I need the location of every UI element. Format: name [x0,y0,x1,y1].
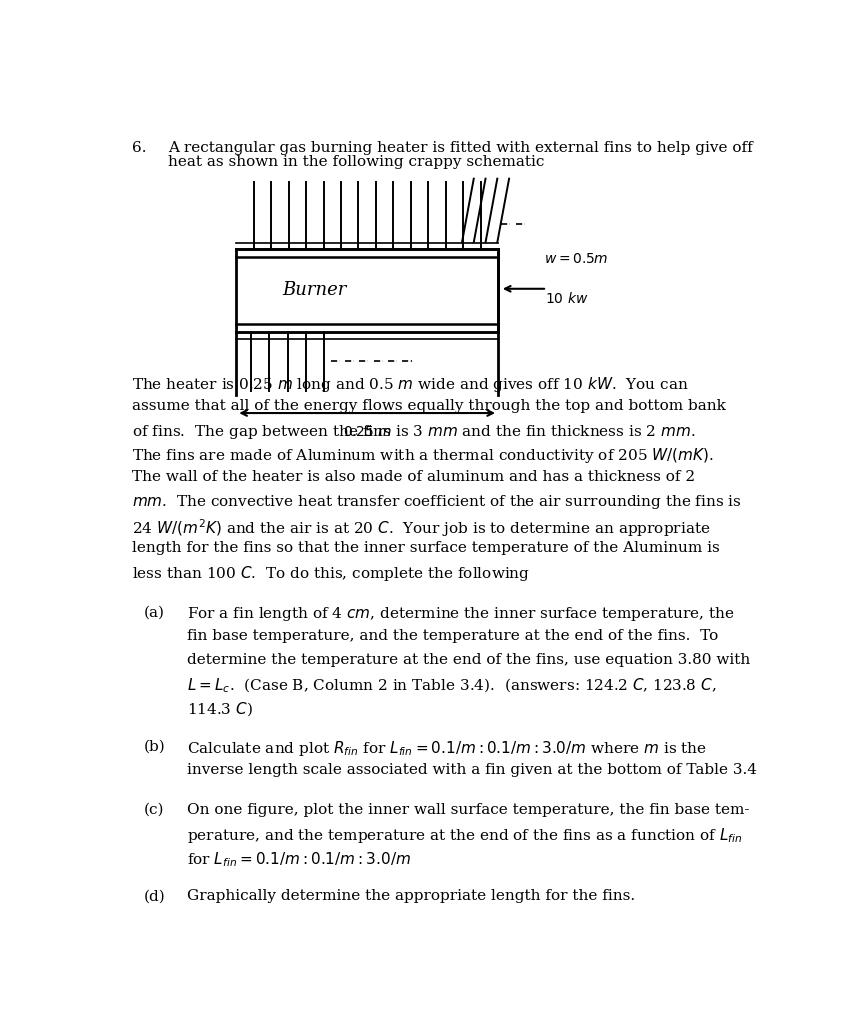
Text: The fins are made of Aluminum with a thermal conductivity of 205 $W/(mK)$.: The fins are made of Aluminum with a the… [132,446,714,465]
Text: for $L_{fin} = 0.1/m : 0.1/m : 3.0/m$: for $L_{fin} = 0.1/m : 0.1/m : 3.0/m$ [187,850,411,868]
Text: 6.: 6. [132,141,146,155]
Text: perature, and the temperature at the end of the fins as a function of $L_{fin}$: perature, and the temperature at the end… [187,826,743,845]
Text: $w = 0.5m$: $w = 0.5m$ [544,252,608,266]
Text: (d): (d) [143,889,165,903]
Text: determine the temperature at the end of the fins, use equation 3.80 with: determine the temperature at the end of … [187,652,750,667]
Text: $0.25\ m$: $0.25\ m$ [343,425,392,439]
Text: (c): (c) [143,803,164,816]
Text: $mm$.  The convective heat transfer coefficient of the air surrounding the fins : $mm$. The convective heat transfer coeff… [132,494,742,511]
Text: (a): (a) [143,605,165,620]
Text: heat as shown in the following crappy schematic: heat as shown in the following crappy sc… [168,156,544,169]
Text: 24 $W/(m^2K)$ and the air is at 20 $C$.  Your job is to determine an appropriate: 24 $W/(m^2K)$ and the air is at 20 $C$. … [132,517,710,539]
Text: inverse length scale associated with a fin given at the bottom of Table 3.4: inverse length scale associated with a f… [187,763,757,777]
Text: (b): (b) [143,739,165,754]
Text: The heater is 0.25 $m$ long and 0.5 $m$ wide and gives off 10 $kW$.  You can: The heater is 0.25 $m$ long and 0.5 $m$ … [132,375,689,394]
Text: of fins.  The gap between the fins is 3 $mm$ and the fin thickness is 2 $mm$.: of fins. The gap between the fins is 3 $… [132,423,695,440]
Text: Calculate and plot $R_{fin}$ for $L_{fin} = 0.1/m : 0.1/m : 3.0/m$ where $m$ is : Calculate and plot $R_{fin}$ for $L_{fin… [187,739,707,759]
Text: $10\ kw$: $10\ kw$ [545,291,588,306]
Text: A rectangular gas burning heater is fitted with external fins to help give off: A rectangular gas burning heater is fitt… [168,141,752,155]
Text: Burner: Burner [283,282,347,299]
Text: length for the fins so that the inner surface temperature of the Aluminum is: length for the fins so that the inner su… [132,541,719,555]
Text: The wall of the heater is also made of aluminum and has a thickness of 2: The wall of the heater is also made of a… [132,470,695,483]
Text: fin base temperature, and the temperature at the end of the fins.  To: fin base temperature, and the temperatur… [187,629,718,643]
Text: For a fin length of 4 $cm$, determine the inner surface temperature, the: For a fin length of 4 $cm$, determine th… [187,605,734,624]
Text: 114.3 $C$): 114.3 $C$) [187,700,253,718]
Text: Graphically determine the appropriate length for the fins.: Graphically determine the appropriate le… [187,889,636,903]
Text: assume that all of the energy flows equally through the top and bottom bank: assume that all of the energy flows equa… [132,398,726,413]
Text: less than 100 $C$.  To do this, complete the following: less than 100 $C$. To do this, complete … [132,564,530,584]
Text: $L = L_c$.  (Case B, Column 2 in Table 3.4).  (answers: 124.2 $C$, 123.8 $C$,: $L = L_c$. (Case B, Column 2 in Table 3.… [187,677,717,695]
Text: On one figure, plot the inner wall surface temperature, the fin base tem-: On one figure, plot the inner wall surfa… [187,803,749,816]
